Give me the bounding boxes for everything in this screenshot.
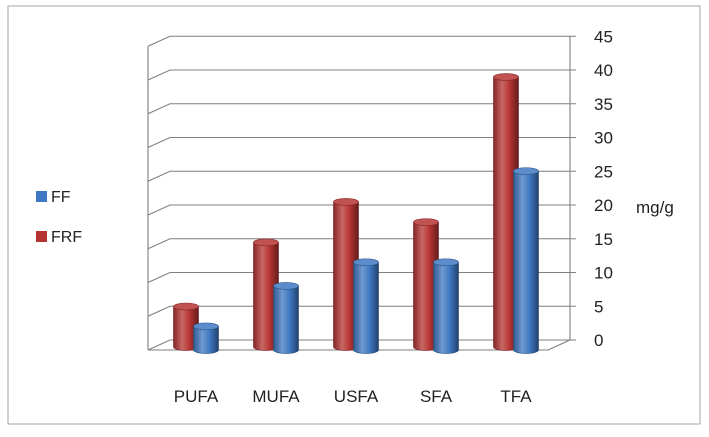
bar-ff-mufa [273,282,299,354]
gridline [147,69,570,81]
bars [173,73,539,354]
y-tick-label: 40 [594,61,613,80]
bar-ff-tfa [513,167,539,354]
bar-ff-sfa [433,258,459,354]
legend-swatch [36,191,47,202]
y-tick-label: 15 [594,230,613,249]
gridline [147,170,570,182]
floor-right-edge [547,339,571,351]
y-tick-label: 45 [594,27,613,46]
gridline [147,204,570,216]
y-tick-label: 10 [594,264,613,283]
category-labels: PUFA MUFA USFA SFA TFA [174,387,532,406]
bar-ff-pufa [193,322,219,354]
y-tick-label: 35 [594,95,613,114]
gridline [147,35,570,47]
legend-label: FF [51,189,71,206]
y-tick-label: 20 [594,196,613,215]
x-tick-label: MUFA [252,387,300,406]
gridline [147,103,570,115]
bar-ff-usfa [353,258,379,354]
legend-item-ff: FF [36,189,71,206]
x-tick-label: TFA [500,387,532,406]
bar-frf-tfa [493,73,519,351]
y-tick-label: 25 [594,162,613,181]
legend-label: FRF [51,229,82,246]
x-tick-label: USFA [334,387,379,406]
bar-frf-pufa [173,302,199,351]
y-tick-label: 30 [594,129,613,148]
x-tick-label: SFA [420,387,453,406]
y-axis-label: mg/g [636,198,674,217]
gridline [147,136,570,149]
legend-item-frf: FRF [36,229,82,246]
legend-swatch [36,231,47,242]
y-tick-label: 0 [594,331,603,350]
x-tick-label: PUFA [174,387,219,406]
tick-labels: 0 5 10 15 20 25 30 35 40 45 [594,27,613,350]
legend: FF FRF [36,189,82,246]
y-tick-label: 5 [594,297,603,316]
